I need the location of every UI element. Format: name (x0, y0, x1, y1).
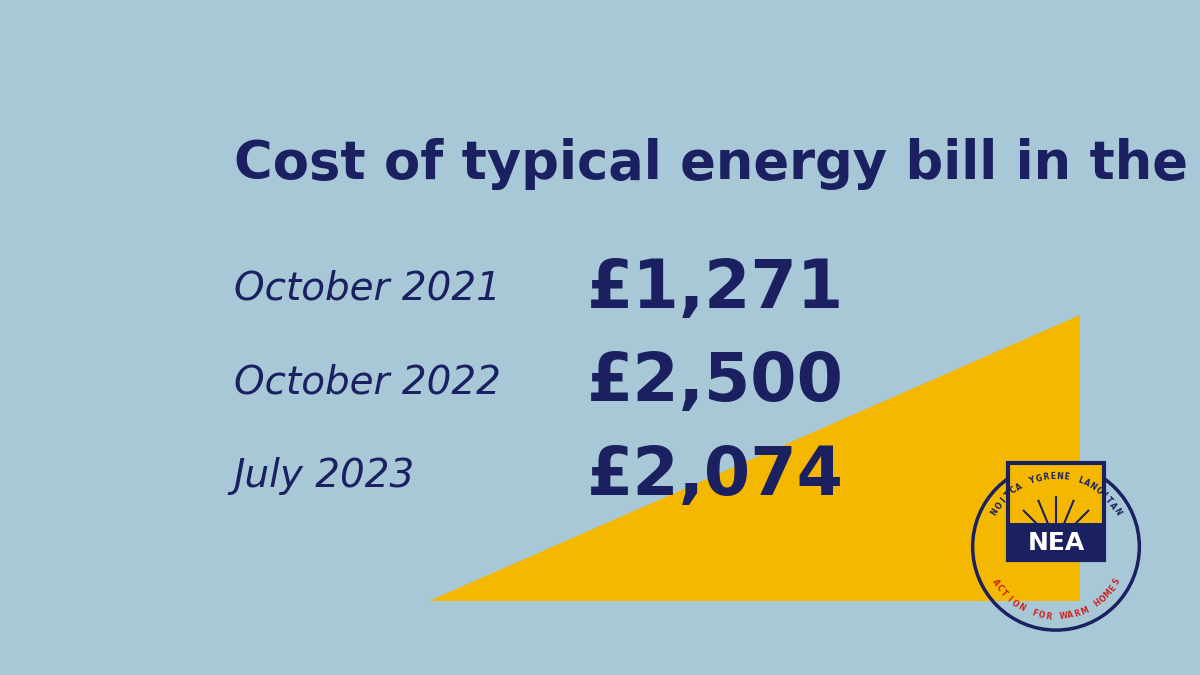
Text: O: O (1037, 610, 1045, 620)
Text: O: O (1098, 593, 1109, 604)
Text: R: R (1042, 472, 1049, 482)
Text: O: O (1093, 485, 1104, 496)
Text: July 2023: July 2023 (234, 457, 415, 495)
Text: A: A (1082, 478, 1091, 489)
Text: E: E (1050, 472, 1055, 481)
Text: H: H (1092, 598, 1103, 609)
Text: G: G (1034, 474, 1043, 484)
Text: W: W (1058, 612, 1068, 622)
Text: October 2021: October 2021 (234, 270, 500, 308)
Text: I: I (1000, 496, 1008, 504)
Text: A: A (1014, 481, 1025, 492)
Text: A: A (990, 577, 1001, 587)
Text: £2,500: £2,500 (587, 350, 844, 415)
Text: L: L (1076, 476, 1084, 486)
Text: M: M (1079, 605, 1090, 616)
Text: R: R (1074, 608, 1082, 619)
Text: N: N (1111, 506, 1122, 517)
Text: Y: Y (1028, 476, 1036, 486)
Text: T: T (1003, 490, 1013, 500)
Text: E: E (1063, 472, 1069, 482)
Text: I: I (1099, 491, 1108, 500)
Text: E: E (1108, 583, 1118, 593)
Text: N: N (1016, 602, 1026, 613)
Wedge shape (1037, 524, 1075, 543)
Text: £2,074: £2,074 (587, 443, 844, 509)
Text: October 2022: October 2022 (234, 363, 500, 402)
Text: A: A (1108, 501, 1118, 511)
Text: O: O (994, 500, 1004, 511)
Text: £1,271: £1,271 (587, 256, 845, 322)
Text: A: A (1067, 610, 1074, 620)
Text: S: S (1111, 577, 1122, 587)
FancyBboxPatch shape (1008, 523, 1104, 560)
Text: C: C (994, 583, 1004, 593)
Text: T: T (998, 589, 1009, 599)
Text: N: N (1056, 472, 1063, 481)
Polygon shape (430, 315, 1080, 601)
Text: C: C (1009, 485, 1019, 496)
Text: T: T (1104, 495, 1114, 506)
Text: M: M (1103, 588, 1114, 599)
FancyBboxPatch shape (1008, 463, 1104, 560)
Text: R: R (1045, 612, 1052, 622)
Text: Cost of typical energy bill in the UK: Cost of typical energy bill in the UK (234, 138, 1200, 190)
Text: N: N (1087, 481, 1098, 492)
Text: N: N (990, 506, 1001, 517)
Text: F: F (1031, 608, 1038, 618)
Text: O: O (1009, 598, 1020, 609)
Text: I: I (1004, 595, 1013, 603)
Text: NEA: NEA (1027, 531, 1085, 556)
